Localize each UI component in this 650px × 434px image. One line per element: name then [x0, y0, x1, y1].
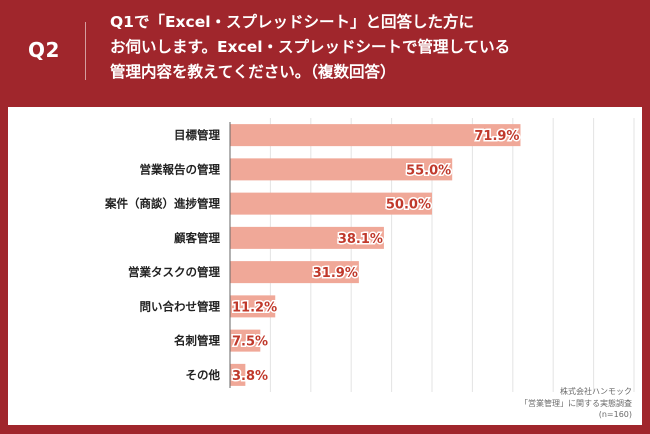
bar — [230, 226, 384, 249]
header-divider — [85, 22, 86, 80]
category-label: 顧客管理 — [174, 231, 220, 245]
category-label: 案件（商談）進捗管理 — [104, 197, 220, 211]
question-line: Q1で「Excel・スプレッドシート」と回答した方に — [110, 13, 475, 31]
question-line: お伺いします。Excel・スプレッドシートで管理している — [110, 38, 511, 56]
category-label: 目標管理 — [174, 128, 220, 142]
value-label: 71.9% — [474, 129, 519, 144]
category-label: 営業報告の管理 — [140, 162, 221, 176]
question-line: 管理内容を教えてください。（複数回答） — [110, 63, 396, 81]
bar — [230, 158, 453, 181]
value-label: 11.2% — [232, 300, 277, 315]
category-label: 問い合わせ管理 — [140, 299, 221, 313]
question-number: Q2 — [28, 38, 60, 62]
value-label: 31.9% — [313, 266, 358, 281]
value-label: 3.8% — [232, 369, 268, 384]
value-label: 55.0% — [406, 163, 451, 178]
bar — [230, 261, 359, 284]
footer-company: 株式会社ハンモック — [560, 387, 632, 396]
question-header: Q2 Q1で「Excel・スプレッドシート」と回答した方に お伺いします。Exc… — [0, 0, 650, 102]
category-label: 名刺管理 — [174, 334, 220, 348]
bar — [230, 124, 521, 147]
bar — [230, 329, 261, 352]
footer-survey: 「営業管理」に関する実態調査 — [520, 399, 632, 408]
value-label: 50.0% — [386, 198, 431, 213]
value-label: 38.1% — [338, 232, 383, 247]
value-label: 7.5% — [232, 335, 268, 350]
category-label: その他 — [186, 368, 221, 382]
bar — [230, 295, 276, 318]
bar — [230, 363, 246, 386]
question-text: Q1で「Excel・スプレッドシート」と回答した方に お伺いします。Excel・… — [110, 10, 640, 85]
footer-sample-size: (n=160) — [598, 410, 632, 419]
bar — [230, 192, 432, 215]
category-label: 営業タスクの管理 — [128, 265, 220, 279]
